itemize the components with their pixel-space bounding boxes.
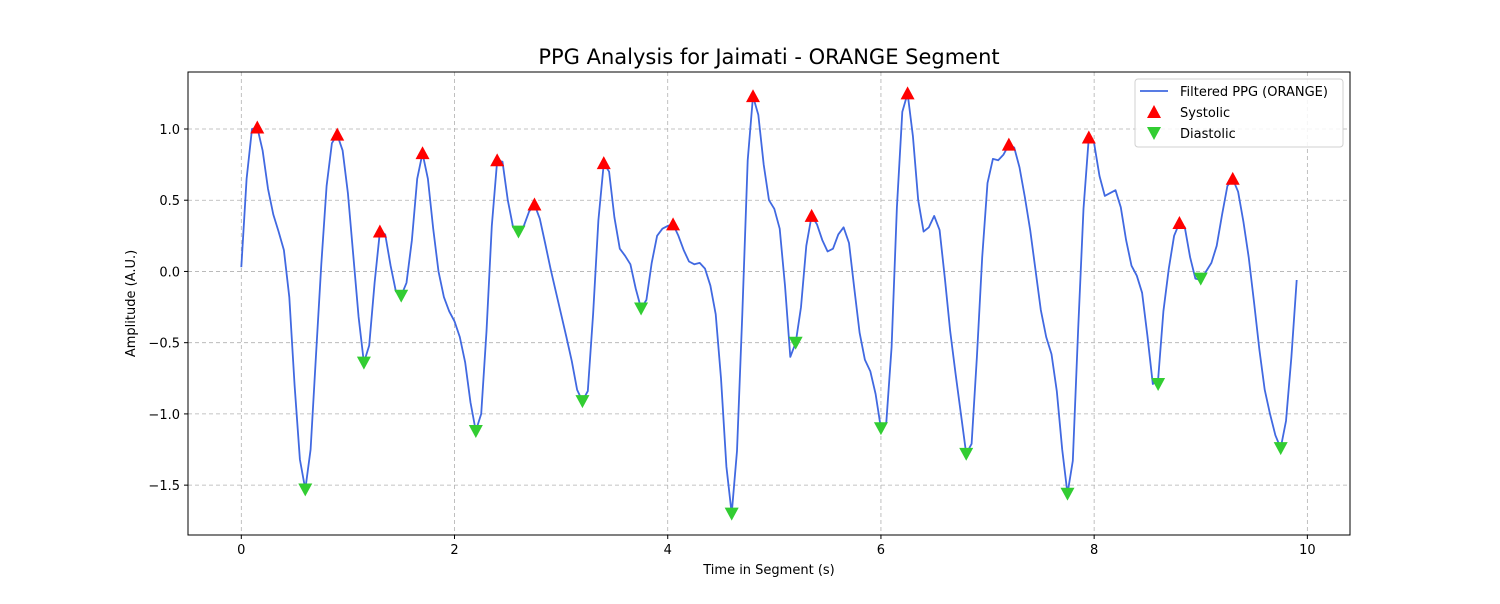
systolic-marker bbox=[527, 197, 542, 211]
diastolic-marker bbox=[1060, 487, 1075, 501]
diastolic-marker bbox=[394, 289, 409, 303]
y-tick-label: −1.0 bbox=[148, 408, 180, 423]
diastolic-marker bbox=[356, 356, 371, 370]
x-axis-label: Time in Segment (s) bbox=[702, 563, 834, 578]
y-tick-label: 1.0 bbox=[159, 123, 180, 138]
diastolic-marker bbox=[298, 483, 313, 497]
ticks: 0 2 4 6 8 10 −1.5 −1.0 −0.5 0.0 0.5 1.0 bbox=[148, 123, 1315, 558]
series-layer bbox=[240, 92, 1298, 515]
systolic-marker bbox=[1225, 171, 1240, 185]
systolic-marker bbox=[1081, 130, 1096, 144]
systolic-marker bbox=[1172, 216, 1187, 229]
systolic-marker bbox=[900, 86, 915, 100]
diastolic-marker bbox=[788, 336, 803, 350]
systolic-marker bbox=[372, 224, 387, 238]
diastolic-marker bbox=[634, 302, 649, 316]
x-tick-label: 10 bbox=[1299, 543, 1316, 558]
legend: Filtered PPG (ORANGE) Systolic Diastolic bbox=[1134, 78, 1344, 148]
y-tick-label: −1.5 bbox=[148, 479, 180, 494]
y-axis-label: Amplitude (A.U.) bbox=[124, 250, 139, 357]
systolic-marker bbox=[490, 153, 505, 167]
diastolic-marker bbox=[468, 425, 483, 439]
x-tick-label: 4 bbox=[664, 543, 672, 558]
legend-label-diastolic: Diastolic bbox=[1180, 127, 1236, 142]
systolic-marker bbox=[804, 208, 819, 222]
diastolic-marker bbox=[724, 507, 739, 521]
diastolic-marker bbox=[575, 395, 590, 409]
x-tick-label: 2 bbox=[450, 543, 458, 558]
systolic-marker bbox=[746, 89, 761, 103]
x-tick-label: 6 bbox=[877, 543, 885, 558]
plot-frame bbox=[187, 71, 1351, 536]
systolic-marker bbox=[1001, 137, 1016, 151]
legend-label-filtered-ppg: Filtered PPG (ORANGE) bbox=[1180, 85, 1328, 100]
diastolic-marker bbox=[511, 225, 526, 239]
chart-title: PPG Analysis for Jaimati - ORANGE Segmen… bbox=[538, 45, 999, 69]
legend-diastolic-swatch bbox=[1147, 127, 1161, 140]
diastolic-marker bbox=[873, 422, 888, 436]
legend-label-systolic: Systolic bbox=[1180, 106, 1230, 121]
diastolic-marker bbox=[1193, 272, 1208, 286]
systolic-marker bbox=[250, 120, 265, 134]
diastolic-marker bbox=[959, 447, 974, 461]
y-tick-label: 0.0 bbox=[159, 265, 180, 280]
legend-systolic-swatch bbox=[1147, 105, 1161, 118]
diastolic-marker bbox=[1151, 378, 1166, 391]
systolic-marker bbox=[666, 217, 681, 231]
legend-box bbox=[1134, 78, 1344, 148]
filtered-ppg-line bbox=[240, 92, 1298, 515]
diastolic-marker bbox=[1273, 442, 1288, 456]
systolic-marker bbox=[330, 127, 345, 141]
y-tick-label: −0.5 bbox=[148, 337, 180, 352]
systolic-marker bbox=[596, 156, 611, 170]
x-tick-label: 0 bbox=[237, 543, 245, 558]
systolic-marker bbox=[415, 146, 430, 160]
x-tick-label: 8 bbox=[1090, 543, 1098, 558]
y-tick-label: 0.5 bbox=[159, 194, 180, 209]
marker-layer bbox=[250, 86, 1288, 521]
